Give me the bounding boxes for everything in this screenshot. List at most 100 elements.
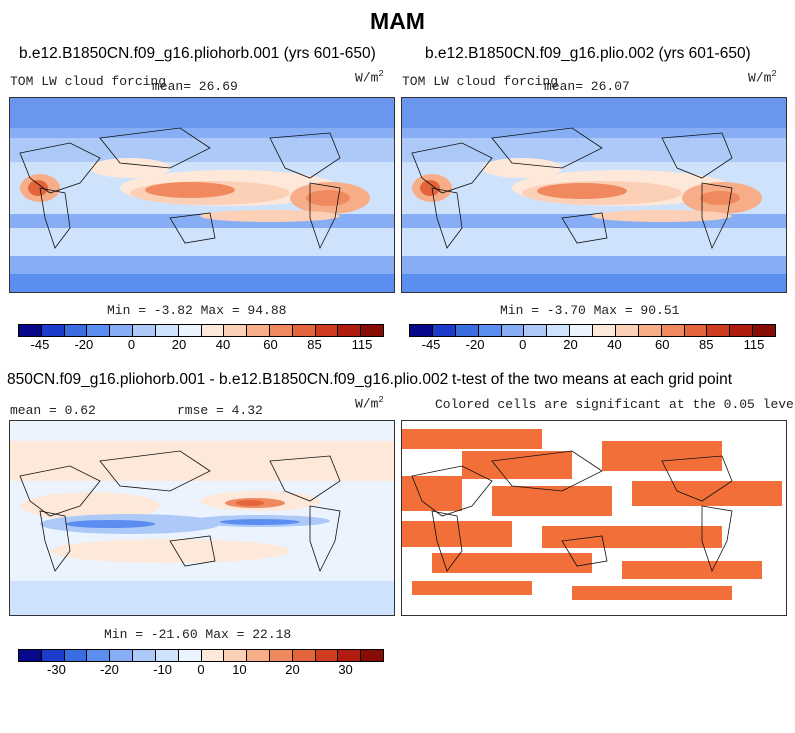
colorbar-swatch — [292, 650, 316, 661]
colorbar-tick-label: 85 — [699, 337, 714, 352]
colorbar-tick-label: -10 — [153, 662, 172, 677]
colorbar-swatch — [155, 325, 179, 336]
colorbar-tick-label: 10 — [232, 662, 247, 677]
colorbar-tick-label: -45 — [30, 337, 50, 352]
colorbar-tick-label: -20 — [74, 337, 94, 352]
panel3-field — [10, 421, 394, 615]
colorbar-tick-label: 115 — [351, 337, 373, 352]
colorbar-swatch — [41, 650, 65, 661]
panel2-units: W/m2 — [748, 69, 777, 86]
colorbar-swatch — [247, 650, 270, 661]
colorbar-swatch — [64, 325, 88, 336]
colorbar-swatch — [570, 325, 593, 336]
panel3-minmax: Min = -21.60 Max = 22.18 — [104, 627, 292, 642]
colorbar-swatch — [684, 325, 708, 336]
panel3-rmse: rmse = 4.32 — [177, 403, 263, 418]
colorbar-swatch — [361, 325, 383, 336]
panel2-title: b.e12.B1850CN.f09_g16.plio.002 (yrs 601-… — [425, 45, 751, 62]
panel3-mean: mean = 0.62 — [10, 403, 96, 418]
colorbar-swatch — [338, 325, 362, 336]
colorbar-swatch — [110, 650, 134, 661]
panel2-variable: TOM LW cloud forcing — [402, 74, 559, 89]
colorbar-swatch — [269, 650, 293, 661]
colorbar-tick-label: 40 — [215, 337, 231, 352]
colorbar-tick-label: -20 — [100, 662, 119, 677]
panel3-colorbar: -30 -20 -10 0 10 20 30 — [18, 649, 384, 678]
panel2-map — [401, 97, 787, 293]
colorbar-tick-label: 30 — [338, 662, 353, 677]
colorbar-swatch — [410, 325, 433, 336]
panel2-minmax: Min = -3.70 Max = 90.51 — [500, 303, 680, 318]
colorbar-swatch — [247, 325, 270, 336]
colorbar-tick-label: 0 — [197, 662, 205, 677]
colorbar-tick-label: 60 — [654, 337, 670, 352]
colorbar-swatch — [201, 325, 225, 336]
colorbar-swatch — [455, 325, 479, 336]
panel1-minmax: Min = -3.82 Max = 94.88 — [107, 303, 287, 318]
colorbar-swatch — [178, 650, 202, 661]
colorbar-tick-label: 40 — [607, 337, 622, 352]
panel4-title: t-test of the two means at each grid poi… — [452, 371, 733, 388]
colorbar-swatch — [224, 650, 248, 661]
colorbar-tick-label: -45 — [421, 337, 441, 352]
colorbar-swatch — [110, 325, 134, 336]
colorbar-swatch — [87, 650, 111, 661]
colorbar-tick-label: 20 — [171, 337, 187, 352]
colorbar-swatch — [224, 325, 248, 336]
panel3-map — [9, 420, 395, 616]
colorbar-tick-label: 0 — [519, 337, 527, 352]
colorbar-swatch — [338, 650, 362, 661]
colorbar-swatch — [615, 325, 639, 336]
panel4-subtitle: Colored cells are significant at the 0.0… — [435, 397, 795, 412]
colorbar-swatch — [19, 325, 42, 336]
panel2-field — [402, 98, 786, 292]
colorbar-swatch — [201, 650, 225, 661]
colorbar-swatch — [133, 325, 156, 336]
colorbar-swatch — [133, 650, 156, 661]
panel1-map — [9, 97, 395, 293]
colorbar-swatch — [478, 325, 502, 336]
panel1-variable: TOM LW cloud forcing — [10, 74, 167, 89]
colorbar-swatch — [753, 325, 775, 336]
colorbar-swatch — [524, 325, 548, 336]
panel1-mean: mean= 26.69 — [152, 79, 238, 94]
figure-title: MAM — [370, 8, 425, 34]
colorbar-tick-label: -20 — [465, 337, 485, 352]
colorbar-swatch — [155, 650, 179, 661]
colorbar-swatch — [638, 325, 662, 336]
colorbar-swatch — [593, 325, 616, 336]
colorbar-swatch — [19, 650, 42, 661]
colorbar-swatch — [361, 650, 383, 661]
colorbar-swatch — [547, 325, 571, 336]
panel3-title: 850CN.f09_g16.pliohorb.001 - b.e12.B1850… — [7, 371, 449, 388]
colorbar-tick-label: 20 — [285, 662, 300, 677]
colorbar-swatch — [432, 325, 456, 336]
colorbar-tick-label: 60 — [263, 337, 278, 352]
panel3-units: W/m2 — [355, 395, 384, 412]
colorbar-tick-label: 115 — [743, 337, 765, 352]
colorbar-swatch — [269, 325, 293, 336]
colorbar-tick-label: 20 — [563, 337, 578, 352]
colorbar-swatch — [730, 325, 754, 336]
colorbar-swatch — [292, 325, 316, 336]
colorbar-swatch — [707, 325, 731, 336]
colorbar-tick-label: -30 — [47, 662, 66, 677]
panel4-field — [402, 421, 786, 615]
panel1-title: b.e12.B1850CN.f09_g16.pliohorb.001 (yrs … — [19, 45, 376, 62]
colorbar-swatch — [315, 650, 339, 661]
colorbar-tick-label: 0 — [127, 337, 136, 352]
colorbar-tick-label: 85 — [307, 337, 322, 352]
panel1-units: W/m2 — [355, 69, 384, 86]
panel4-map — [401, 420, 787, 616]
panel2-colorbar: -45 -20 0 20 40 60 85 115 — [409, 324, 776, 353]
significance-cells — [402, 429, 782, 600]
panel2-mean: mean= 26.07 — [544, 79, 630, 94]
colorbar-swatch — [661, 325, 685, 336]
colorbar-swatch — [178, 325, 202, 336]
panel1-field — [10, 98, 394, 292]
colorbar-swatch — [87, 325, 111, 336]
panel1-colorbar: -45 -20 0 20 40 60 85 115 — [18, 324, 384, 353]
colorbar-swatch — [315, 325, 339, 336]
colorbar-swatch — [501, 325, 525, 336]
colorbar-swatch — [41, 325, 65, 336]
